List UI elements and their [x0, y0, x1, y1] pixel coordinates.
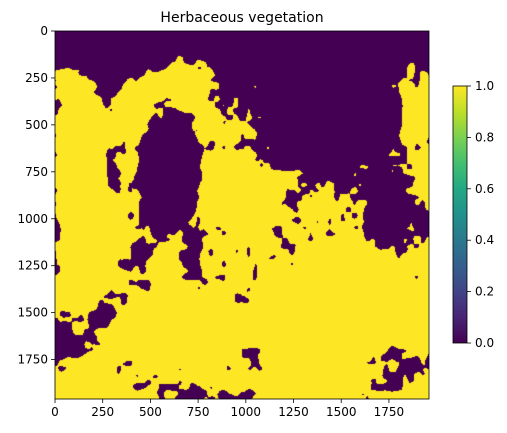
colorbar-axis: 0.0 0.2 0.4 0.6 0.8 1.0: [467, 79, 494, 350]
colorbar-tick-label: 0.4: [475, 233, 494, 247]
y-tick-label: 1500: [17, 306, 48, 320]
x-tick-label: 0: [51, 405, 59, 419]
y-tick-label: 250: [25, 71, 48, 85]
x-tick-label: 1250: [278, 405, 309, 419]
y-tick-label: 1000: [17, 212, 48, 226]
x-tick-label: 500: [139, 405, 162, 419]
y-tick-label: 0: [40, 24, 48, 38]
y-axis: 0 250 500 750 1000 1250 1500 1750: [17, 24, 55, 367]
x-tick-label: 1500: [326, 405, 357, 419]
x-tick-label: 1750: [374, 405, 405, 419]
colorbar-tick-label: 0.2: [475, 285, 494, 299]
x-tick-label: 750: [187, 405, 210, 419]
y-tick-label: 1750: [17, 353, 48, 367]
heatmap-raster: [55, 31, 429, 399]
colorbar-tick-label: 1.0: [475, 79, 494, 93]
colorbar-tick-label: 0.6: [475, 182, 494, 196]
chart-title: Herbaceous vegetation: [160, 10, 323, 26]
y-tick-label: 750: [25, 165, 48, 179]
plot-frame: [54, 30, 430, 400]
x-axis: 0 250 500 750 1000 1250 1500 1750: [51, 399, 404, 419]
x-tick-label: 250: [91, 405, 114, 419]
heatmap-image: [55, 31, 429, 399]
y-tick-label: 1250: [17, 259, 48, 273]
colorbar-tick-label: 0.0: [475, 336, 494, 350]
colorbar-tick-label: 0.8: [475, 130, 494, 144]
y-tick-label: 500: [25, 118, 48, 132]
x-tick-label: 1000: [231, 405, 262, 419]
colorbar: [452, 85, 468, 344]
